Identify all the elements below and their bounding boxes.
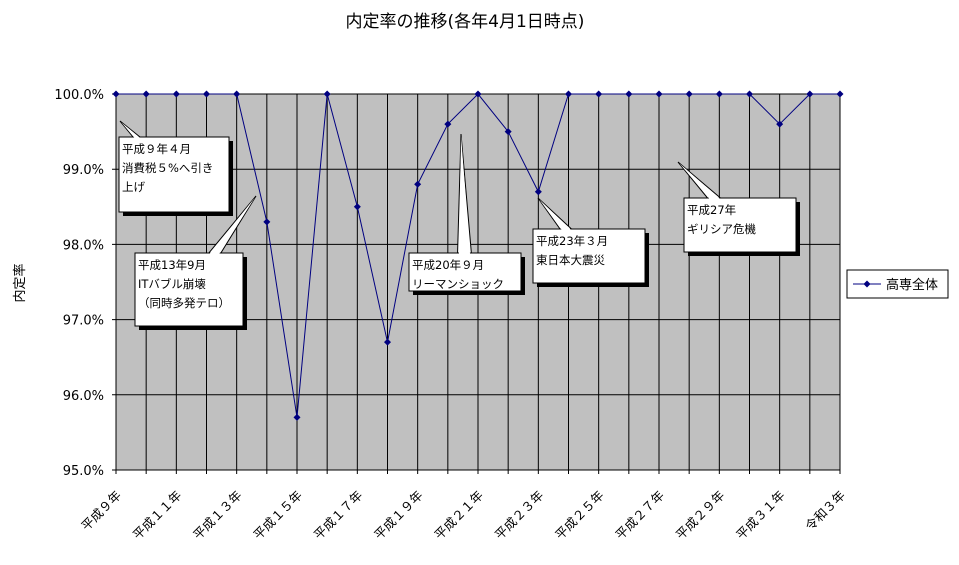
callout-text: （同時多発テロ） <box>138 296 230 310</box>
x-tick-label: 平成２９年 <box>673 488 728 543</box>
y-tick-labels: 95.0% 96.0% 97.0% 98.0% 99.0% 100.0% <box>54 88 104 479</box>
callout-text: ギリシア危機 <box>687 222 756 236</box>
callout-text: 平成23年３月 <box>536 234 608 248</box>
data-point <box>323 90 331 98</box>
callout-pointer-fill <box>121 122 179 180</box>
callout-text: 平成９年４月 <box>122 142 191 156</box>
data-point <box>625 90 633 98</box>
callout-text: 消費税５%へ引き <box>122 161 213 175</box>
legend-point-marker <box>863 280 871 288</box>
callout-pointer-fill <box>183 197 255 294</box>
data-point <box>746 90 753 98</box>
data-point <box>836 90 844 98</box>
callout-text: リーマンショック <box>412 277 504 291</box>
callout-text: 上げ <box>122 180 145 194</box>
x-tick-label: 平成１９年 <box>371 488 426 543</box>
y-tick-label: 98.0% <box>63 238 104 253</box>
vertical-gridlines <box>115 94 841 474</box>
data-point <box>595 90 603 98</box>
data-point <box>293 413 301 421</box>
data-point <box>534 188 542 196</box>
data-point <box>806 90 814 98</box>
data-point <box>715 90 723 98</box>
callout-text: ITバブル崩壊 <box>138 277 206 291</box>
x-tick-label: 平成１３年 <box>190 488 245 543</box>
data-point <box>776 120 784 128</box>
data-point <box>112 90 120 98</box>
x-tick-labels: 平成９年 平成１１年 平成１３年 平成１５年 平成１７年 平成１９年 平成２１年 平成２３年平… <box>78 488 848 543</box>
callout-text: 平成20年９月 <box>412 258 484 272</box>
callout-text: 平成27年 <box>687 203 736 217</box>
legend: 高専全体 <box>846 269 949 299</box>
callout-text: 東日本大震災 <box>536 253 605 267</box>
data-point <box>504 128 512 136</box>
x-tick-label: 平成９年 <box>78 488 124 534</box>
data-point <box>685 90 693 98</box>
y-tick-label: 99.0% <box>63 163 104 178</box>
annotations: 平成９年４月消費税５%へ引き上げ平成13年9月ITバブル崩壊（同時多発テロ）平成… <box>118 120 800 330</box>
x-tick-label: 平成２１年 <box>431 488 486 543</box>
chart-title: 内定率の推移(各年4月1日時点) <box>346 12 585 32</box>
data-point <box>263 218 271 226</box>
data-point <box>203 90 210 98</box>
data-point <box>444 120 452 128</box>
x-tick-label: 平成２３年 <box>492 488 547 543</box>
data-point <box>655 90 663 98</box>
data-point <box>414 180 422 188</box>
data-point <box>172 90 180 98</box>
data-point <box>233 90 241 98</box>
callout-text: 平成13年9月 <box>138 258 206 272</box>
y-tick-label: 100.0% <box>54 88 104 103</box>
y-axis-label: 内定率 <box>12 263 28 302</box>
data-point <box>353 203 361 211</box>
series-lines <box>112 90 844 421</box>
x-tick-label: 平成３１年 <box>733 488 788 543</box>
callout-box <box>532 228 646 284</box>
x-tick-label: 平成１５年 <box>250 488 305 543</box>
x-tick-label: 平成１１年 <box>130 488 185 543</box>
callout-pointer-fill <box>458 135 472 273</box>
y-tick-label: 97.0% <box>63 314 104 329</box>
data-point <box>565 90 572 98</box>
callout-pointer-fill <box>539 199 594 261</box>
annotation-callout: 平成13年9月 ITバブル崩壊 （同時多発テロ） <box>134 195 257 330</box>
x-tick-label: 平成１７年 <box>311 488 366 543</box>
y-tick-label: 95.0% <box>63 464 104 479</box>
legend-label: 高専全体 <box>886 277 938 293</box>
x-tick-label: 平成２７年 <box>612 488 667 543</box>
data-point <box>384 338 391 346</box>
x-tick-label: 令和３年 <box>802 488 848 534</box>
x-tick-label: 平成２５年 <box>552 488 607 543</box>
callout-pointer-fill <box>679 163 745 230</box>
data-point <box>142 90 150 98</box>
y-tick-label: 96.0% <box>63 389 104 404</box>
data-point <box>474 90 482 98</box>
